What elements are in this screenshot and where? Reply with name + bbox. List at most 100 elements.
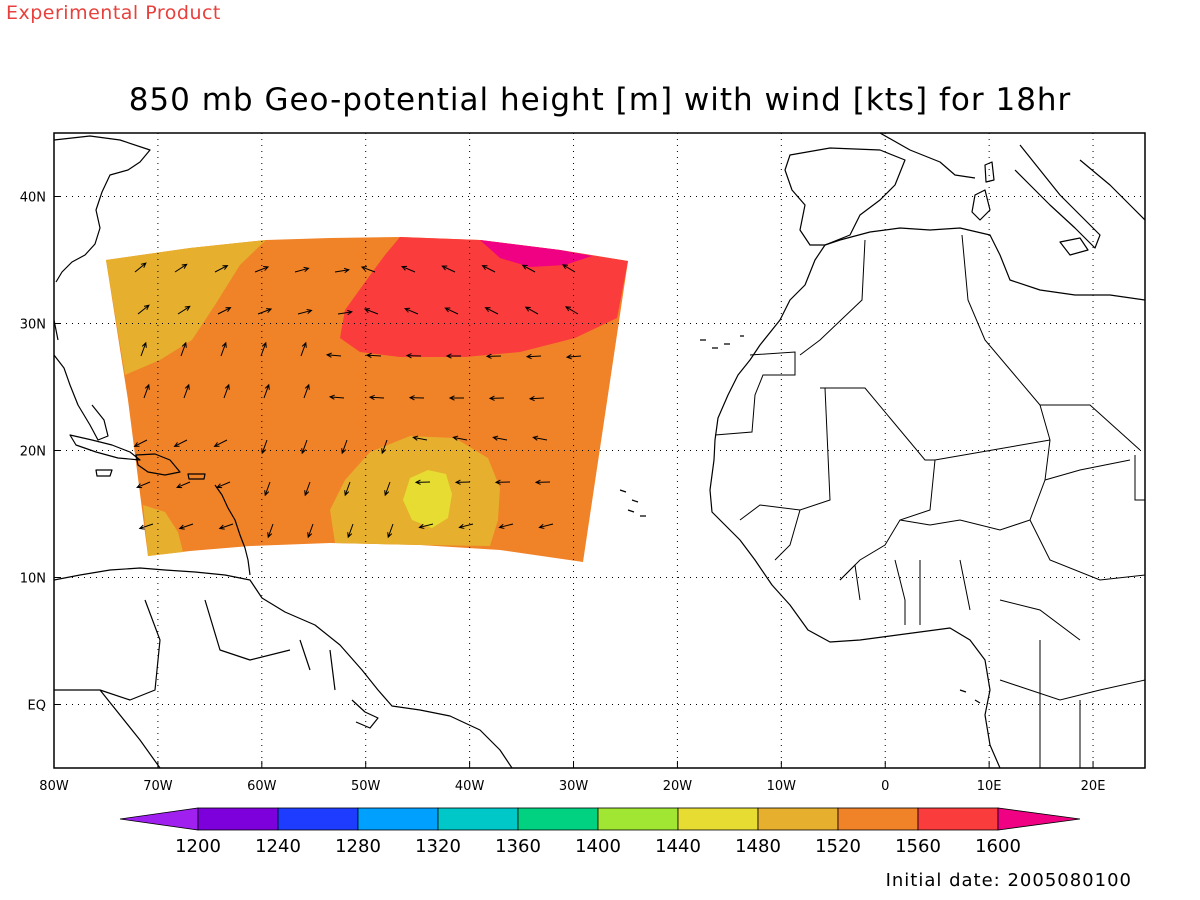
wind-arrow (254, 266, 270, 273)
wind-arrow (294, 266, 310, 273)
x-tick-label: 0 (881, 779, 889, 794)
colorbar-swatch (837, 807, 919, 831)
x-tick-label: 10E (977, 779, 1002, 794)
colorbar-high-triangle (997, 807, 1081, 831)
wind-arrow (534, 479, 551, 485)
sicily (1059, 237, 1089, 256)
wind-arrow (418, 523, 434, 529)
wind-arrow (561, 264, 576, 273)
wind-arrow (524, 306, 539, 315)
wind-arrow (412, 435, 428, 441)
africa-coast (709, 227, 1145, 768)
y-tick-label: 30N (20, 318, 46, 333)
wind-arrow (213, 439, 228, 447)
x-tick-label: 50W (351, 779, 381, 794)
wind-arrow (297, 308, 313, 315)
colorbar-swatch (677, 807, 759, 831)
wind-arrow (484, 307, 499, 315)
wind-arrow (384, 481, 391, 497)
wind-arrow (521, 264, 536, 273)
wind-arrow (401, 265, 416, 273)
colorbar-label: 1280 (335, 836, 381, 857)
colorbar-label: 1400 (575, 836, 621, 857)
colorbar-swatch (517, 807, 599, 831)
sardinia (971, 189, 991, 221)
colorbar-label: 1560 (895, 836, 941, 857)
wind-vectors (133, 262, 582, 539)
wind-arrow (325, 352, 342, 358)
colorbar-swatch (197, 807, 279, 831)
hispaniola (135, 453, 181, 476)
western-sahara-border (714, 351, 796, 436)
contour-1520-southwest (143, 505, 183, 556)
wind-arrow (452, 435, 468, 441)
wind-arrow (405, 353, 422, 359)
wind-arrow (481, 265, 496, 273)
wind-arrow (300, 341, 307, 357)
coastlines (54, 133, 1145, 768)
wind-arrow (565, 306, 579, 315)
contour-1640 (480, 240, 592, 267)
wind-arrow (264, 481, 271, 497)
wind-arrow (528, 395, 545, 402)
wind-arrow (408, 395, 425, 401)
wind-arrow (492, 435, 508, 441)
wind-arrow (174, 263, 188, 273)
italy-coast (1014, 144, 1101, 249)
wind-arrow (143, 383, 150, 399)
cuba (69, 434, 141, 461)
colorbar-swatch (597, 807, 679, 831)
iberia-coast (784, 147, 906, 246)
x-tick-label: 70W (143, 779, 173, 794)
wind-arrow (137, 304, 150, 315)
wind-arrow (214, 265, 229, 273)
wind-arrow (328, 394, 345, 400)
x-axis: 80W 70W 60W 50W 40W 30W 20W 10W 0 10E 20E (39, 761, 1105, 794)
colorbar-swatch (277, 807, 359, 831)
x-tick-label: 10W (767, 779, 797, 794)
algeria-border (799, 234, 1051, 441)
wind-arrow (307, 523, 314, 539)
y-tick-label: 10N (20, 572, 46, 587)
corsica (984, 161, 995, 183)
wind-arrow (525, 353, 542, 360)
lesser-antilles (214, 484, 251, 576)
gulf-of-guinea-islands (959, 689, 981, 704)
wind-arrow (365, 352, 382, 359)
colorbar-label: 1200 (175, 836, 221, 857)
wind-arrow (216, 481, 231, 489)
florida-coast (54, 354, 109, 441)
colorbar-label: 1320 (415, 836, 461, 857)
y-tick-label: 20N (20, 445, 46, 460)
colorbar-label: 1440 (655, 836, 701, 857)
wind-arrow (176, 481, 191, 489)
wind-arrow (178, 523, 194, 530)
wind-arrow (441, 265, 456, 273)
x-tick-label: 30W (559, 779, 589, 794)
y-tick-label: EQ (28, 699, 46, 714)
west-africa-borders (774, 509, 971, 625)
jamaica (95, 469, 113, 477)
wind-arrow (301, 439, 308, 455)
x-tick-label: 40W (455, 779, 485, 794)
wind-arrow (448, 395, 465, 401)
colorbar-swatch (917, 807, 999, 831)
wind-arrow (261, 439, 268, 455)
northern-south-america-borders (54, 599, 336, 768)
cape-verde (619, 489, 646, 517)
map-title: 850 mb Geo-potential height [m] with win… (128, 82, 1072, 118)
wind-arrow (368, 394, 385, 401)
wind-arrow (387, 523, 394, 539)
wind-arrow (363, 308, 379, 315)
colorbar-label: 1480 (735, 836, 781, 857)
wind-arrow (538, 523, 554, 529)
wind-arrow (134, 262, 147, 273)
wind-arrow (414, 479, 431, 485)
x-tick-label: 20W (663, 779, 693, 794)
height-field (106, 237, 628, 562)
wind-arrow (220, 341, 227, 357)
wind-arrow (303, 383, 310, 399)
y-axis: EQ 10N 20N 30N 40N (20, 191, 61, 714)
colorbar: 1200 1240 1280 1320 1360 1400 1440 1480 1520 1560… (119, 807, 1081, 857)
wind-arrow (532, 435, 548, 441)
